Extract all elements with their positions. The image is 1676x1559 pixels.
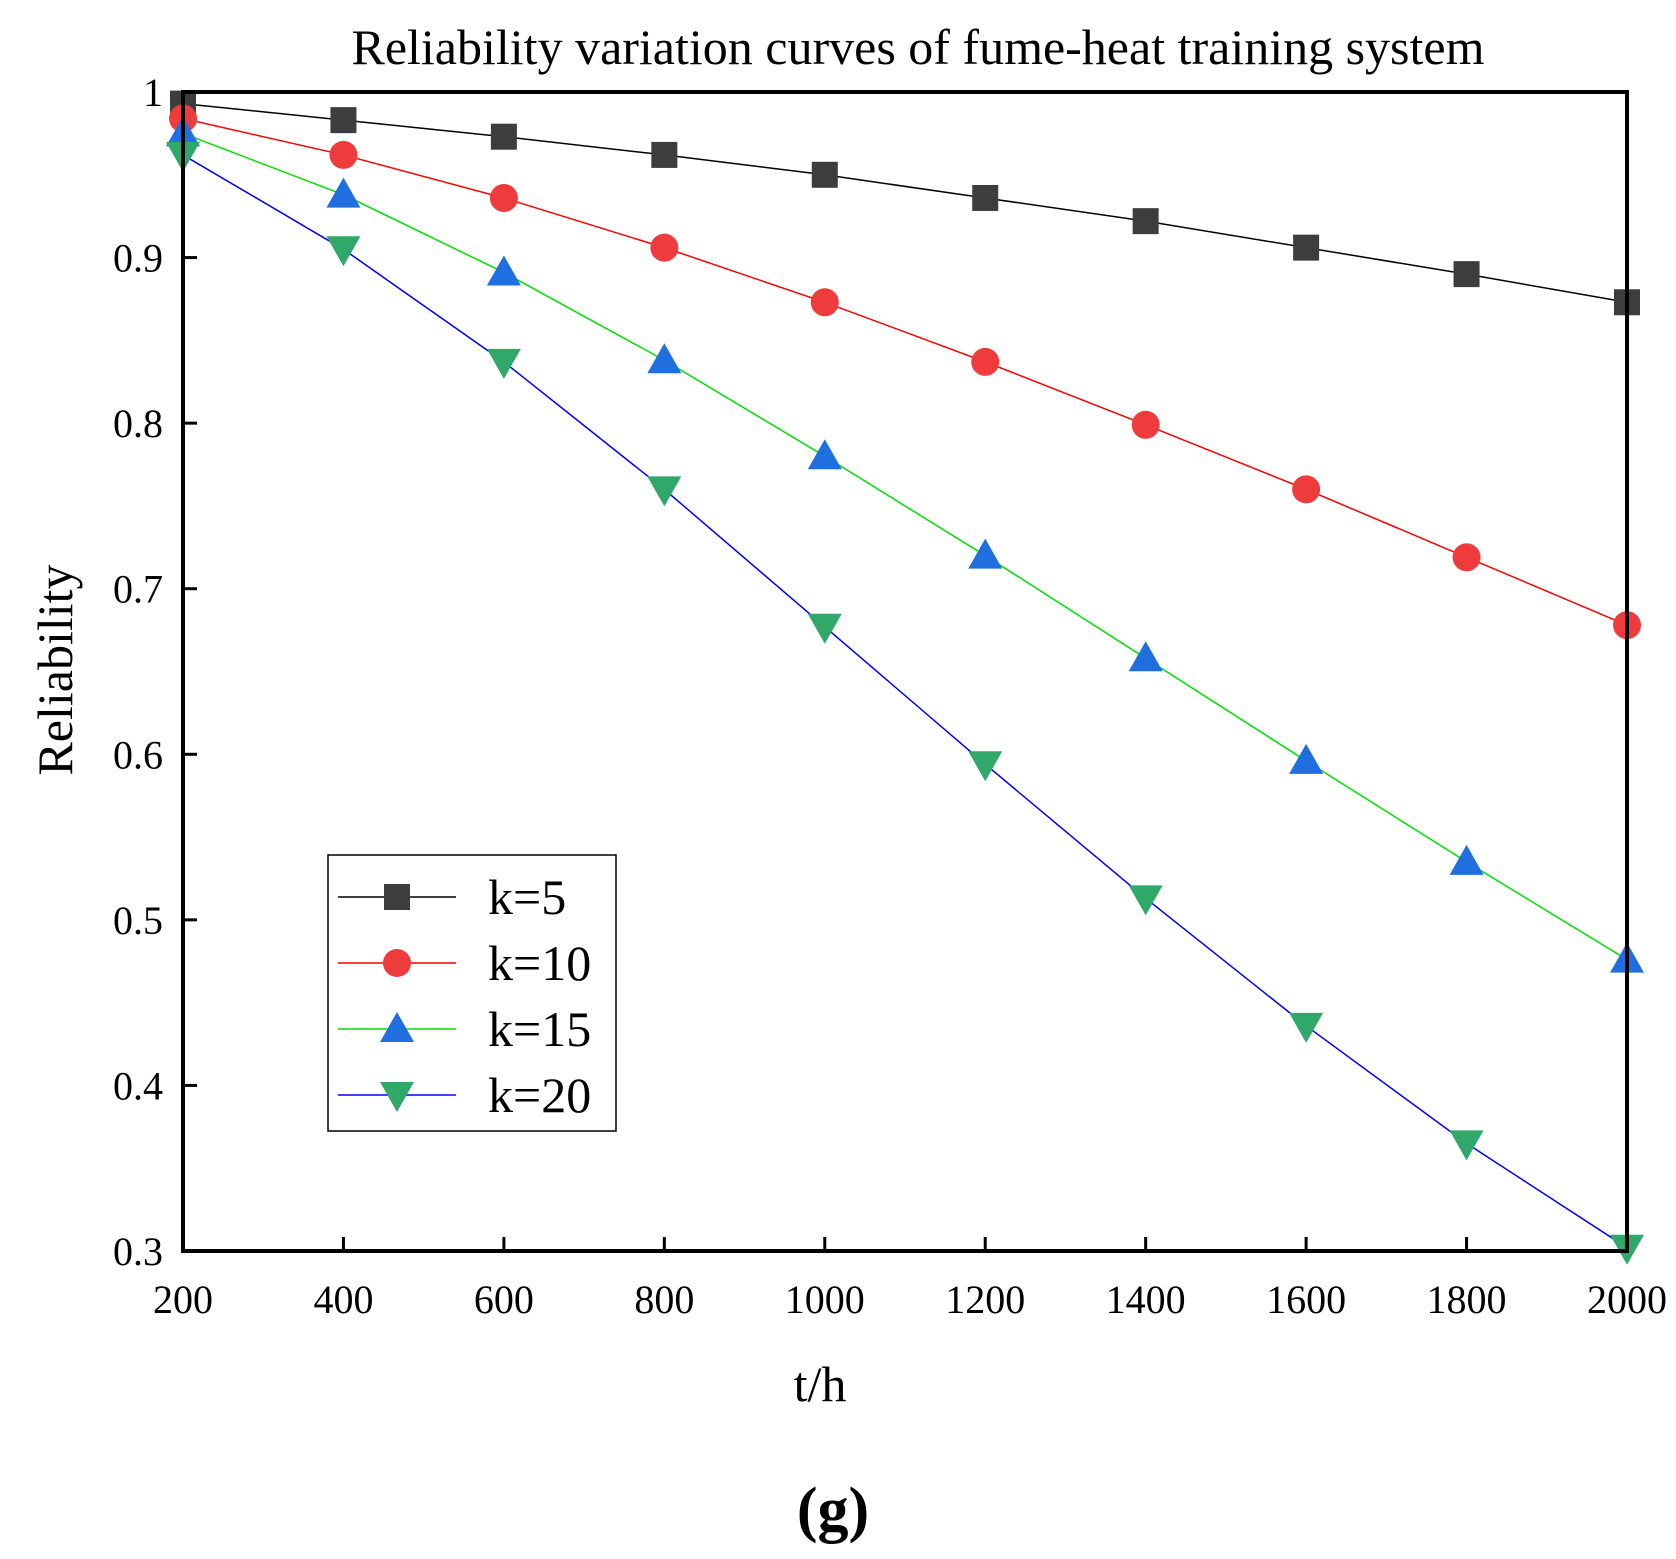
data-point (811, 161, 838, 188)
data-point (1128, 885, 1163, 916)
legend-item: k=20 (338, 1067, 591, 1123)
data-point (489, 183, 518, 212)
x-tick-label: 1800 (1427, 1277, 1507, 1322)
legend-marker (383, 949, 411, 977)
y-tick-label: 0.8 (113, 401, 163, 446)
y-tick-label: 0.3 (113, 1229, 163, 1274)
x-tick-label: 400 (313, 1277, 373, 1322)
data-point (1289, 1012, 1324, 1043)
series-k-15 (166, 116, 1644, 973)
data-point (1293, 234, 1320, 261)
legend: k=5 k=10 k=15 k=20 (327, 854, 617, 1132)
series-k-5 (170, 90, 1640, 316)
data-point (807, 439, 842, 470)
x-tick-label: 2000 (1587, 1277, 1667, 1322)
y-tick-label: 0.7 (113, 567, 163, 612)
x-tick-label: 1000 (785, 1277, 865, 1322)
x-tick-label: 600 (474, 1277, 534, 1322)
data-point (330, 107, 357, 134)
data-point (968, 538, 1003, 569)
data-point (1131, 410, 1160, 439)
data-point (968, 751, 1003, 782)
data-point (1449, 844, 1484, 875)
y-tick-label: 0.9 (113, 236, 163, 281)
x-tick-label: 1200 (945, 1277, 1025, 1322)
data-point (329, 140, 358, 169)
legend-label: k=15 (488, 1001, 591, 1057)
x-tick-label: 1400 (1106, 1277, 1186, 1322)
data-point (1449, 1130, 1484, 1161)
series-line (182, 132, 1628, 961)
legend-label: k=20 (488, 1067, 591, 1123)
legend-item: k=10 (338, 935, 591, 991)
data-point (1132, 208, 1159, 235)
data-point (647, 476, 682, 507)
data-point (490, 123, 517, 150)
data-point (650, 233, 679, 262)
legend-marker (380, 1082, 414, 1112)
legend-box (327, 854, 617, 1132)
data-point (810, 288, 839, 317)
legend-label: k=10 (488, 935, 591, 991)
legend-marker (384, 884, 410, 910)
legend-items: k=5 k=10 k=15 k=20 (338, 869, 591, 1123)
series-line (182, 117, 1628, 626)
series-line (182, 154, 1628, 1249)
x-tick-label: 800 (634, 1277, 694, 1322)
series-k-10 (169, 104, 1641, 640)
x-tick-label: 1600 (1266, 1277, 1346, 1322)
panel-label: (g) (797, 1476, 869, 1544)
data-point (1289, 743, 1324, 774)
data-point (971, 347, 1000, 376)
series-line (182, 102, 1628, 304)
data-point (972, 184, 999, 211)
series-layer (166, 90, 1644, 1265)
data-point (1453, 261, 1480, 288)
data-point (326, 236, 361, 267)
data-point (326, 177, 361, 208)
data-point (486, 348, 521, 379)
x-axis: 200 400 600 800 1000 1200 1400 1600 1800 2000 (153, 1237, 1667, 1322)
y-tick-label: 0.5 (113, 898, 163, 943)
y-axis-label: Reliability (27, 564, 83, 775)
data-point (807, 613, 842, 644)
series-k-20 (166, 141, 1644, 1265)
data-point (1452, 543, 1481, 572)
legend-item: k=5 (338, 869, 566, 925)
plot-frame (181, 90, 1629, 1253)
x-tick-label: 200 (153, 1277, 213, 1322)
y-axis: 0.3 0.4 0.5 0.6 0.7 0.8 0.9 1 (113, 70, 197, 1274)
y-tick-label: 1 (143, 70, 163, 115)
x-axis-label: t/h (794, 1356, 847, 1412)
legend-marker (380, 1012, 414, 1042)
data-point (1292, 475, 1321, 504)
chart-title: Reliability variation curves of fume-hea… (351, 19, 1484, 75)
y-tick-label: 0.4 (113, 1063, 163, 1108)
data-point (651, 141, 678, 168)
data-point (1128, 641, 1163, 672)
data-point (486, 255, 521, 286)
data-point (647, 343, 682, 374)
y-tick-label: 0.6 (113, 732, 163, 777)
legend-label: k=5 (488, 869, 566, 925)
legend-item: k=15 (338, 1001, 591, 1057)
